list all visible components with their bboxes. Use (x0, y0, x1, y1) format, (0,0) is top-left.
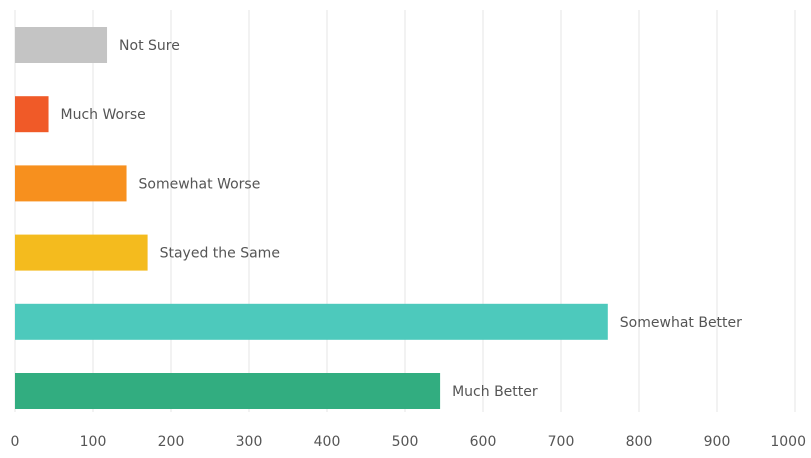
bar-label-stayed-the-same: Stayed the Same (160, 246, 280, 262)
x-tick-label: 600 (470, 434, 497, 450)
x-tick-label: 400 (314, 434, 341, 450)
x-axis-ticks: 0 100 200 300 400 500 600 700 800 900 1000 (11, 434, 806, 450)
bar-labels: Not Sure Much Worse Somewhat Worse Stayed t… (61, 38, 743, 400)
x-tick-label: 300 (236, 434, 263, 450)
bars (15, 27, 608, 409)
x-tick-label: 200 (158, 434, 185, 450)
x-tick-label: 900 (704, 434, 731, 450)
x-tick-label: 1000 (770, 434, 806, 450)
bar-label-not-sure: Not Sure (119, 38, 180, 54)
bar-much-worse (15, 96, 49, 133)
x-tick-label: 500 (392, 434, 419, 450)
x-tick-label: 100 (80, 434, 107, 450)
bar-somewhat-worse (15, 165, 127, 202)
bar-label-somewhat-worse: Somewhat Worse (139, 176, 261, 192)
bar-label-somewhat-better: Somewhat Better (620, 315, 742, 331)
bar-much-better (15, 373, 441, 409)
bar-label-much-better: Much Better (452, 384, 538, 400)
bar-not-sure (15, 27, 108, 63)
bar-stayed-the-same (15, 234, 148, 271)
x-tick-label: 700 (548, 434, 575, 450)
bar-label-much-worse: Much Worse (61, 107, 146, 123)
gridlines (14, 10, 796, 412)
x-tick-label: 0 (11, 434, 20, 450)
bar-somewhat-better (15, 303, 608, 340)
x-tick-label: 800 (626, 434, 653, 450)
